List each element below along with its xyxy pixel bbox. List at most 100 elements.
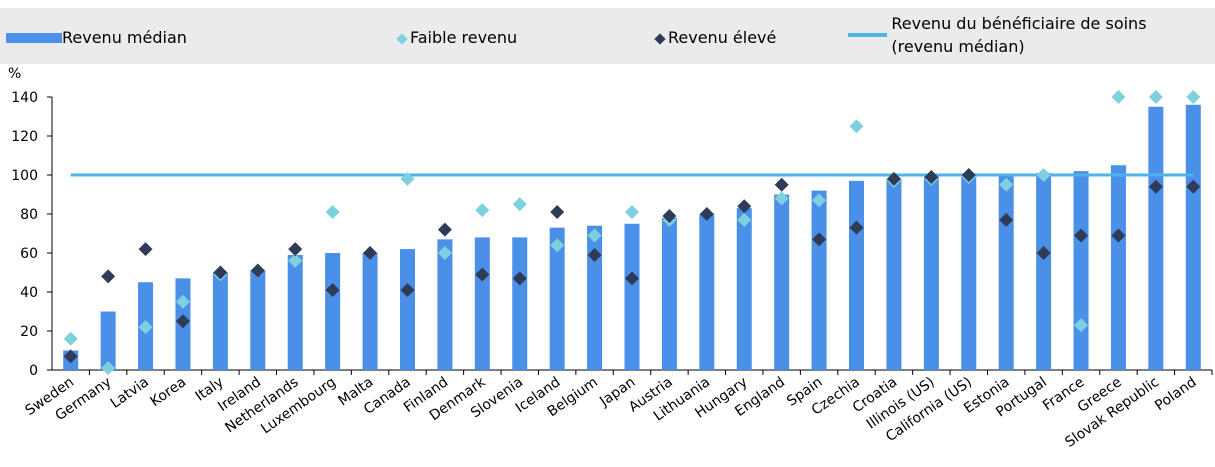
y-tick-label: 80 <box>20 207 38 223</box>
bar <box>287 254 303 370</box>
bar <box>774 194 790 370</box>
legend-label: Revenu médian <box>62 28 187 47</box>
bar <box>923 176 939 370</box>
legend-item: Revenu médian <box>6 28 187 47</box>
marker <box>101 361 116 376</box>
x-tick-label: Latvia <box>108 374 152 412</box>
marker <box>999 177 1014 192</box>
legend-item: Revenu du bénéficiaire de soins (revenu … <box>848 12 1168 58</box>
bar <box>549 227 565 370</box>
bar <box>886 178 902 370</box>
bar <box>811 190 827 370</box>
legend-item: Revenu élevé <box>654 28 777 47</box>
marker <box>961 168 976 182</box>
bar <box>512 237 528 370</box>
marker <box>512 271 527 286</box>
marker <box>288 253 303 268</box>
marker <box>101 269 116 284</box>
marker <box>63 331 78 346</box>
bar <box>399 249 415 370</box>
y-tick-label: 0 <box>29 363 38 379</box>
y-tick-label: 20 <box>20 324 38 340</box>
marker <box>1148 90 1163 104</box>
bar <box>1110 165 1126 370</box>
bar <box>624 223 640 370</box>
marker <box>1036 246 1051 260</box>
bar <box>100 311 116 370</box>
bar <box>661 217 677 370</box>
marker <box>1111 228 1126 243</box>
bar <box>961 176 977 370</box>
bar <box>1036 173 1052 370</box>
marker <box>288 242 303 257</box>
marker <box>1148 179 1163 194</box>
legend-swatch <box>848 33 888 37</box>
marker <box>737 212 752 227</box>
marker <box>400 283 415 298</box>
marker <box>175 294 190 309</box>
marker <box>774 177 789 192</box>
marker <box>1074 228 1089 243</box>
y-tick-label: 120 <box>11 129 38 145</box>
marker <box>737 199 752 214</box>
marker <box>550 238 565 253</box>
legend: Revenu médian Faible revenu Revenu élevé… <box>0 8 1215 64</box>
marker <box>213 265 228 280</box>
marker <box>849 119 864 134</box>
marker <box>138 242 153 257</box>
legend-label: Faible revenu <box>410 28 518 47</box>
legend-swatch <box>6 33 62 43</box>
y-tick-label: 140 <box>11 90 38 106</box>
marker <box>886 171 901 186</box>
bar <box>1148 106 1164 370</box>
marker <box>325 283 340 298</box>
marker <box>587 247 602 262</box>
bar <box>587 225 603 370</box>
marker <box>325 205 340 220</box>
bar <box>474 237 490 370</box>
bar <box>998 175 1014 370</box>
bar <box>437 239 453 370</box>
bar <box>212 272 228 370</box>
marker <box>250 263 265 278</box>
marker <box>1186 179 1201 194</box>
marker <box>63 349 78 364</box>
legend-label: Revenu du bénéficiaire de soins (revenu … <box>891 14 1147 56</box>
marker <box>175 314 190 329</box>
marker <box>1036 168 1051 182</box>
marker <box>999 212 1014 227</box>
marker <box>550 205 565 220</box>
marker <box>924 169 939 184</box>
bar <box>736 208 752 370</box>
y-tick-label: 100 <box>11 168 38 184</box>
bar <box>325 253 341 370</box>
marker <box>625 205 639 220</box>
bar <box>1073 171 1089 370</box>
bar <box>362 253 378 370</box>
marker <box>587 228 602 243</box>
y-tick-label: 60 <box>20 246 38 262</box>
marker <box>812 232 827 247</box>
marker <box>1186 90 1201 104</box>
legend-item: Faible revenu <box>396 28 518 47</box>
marker <box>774 191 789 206</box>
marker <box>625 271 639 286</box>
bar <box>699 214 715 370</box>
marker <box>475 203 490 218</box>
bar <box>849 180 865 370</box>
bar <box>1185 104 1201 371</box>
marker <box>1111 90 1126 104</box>
marker <box>363 246 378 260</box>
marker <box>849 220 864 235</box>
marker <box>400 171 415 186</box>
x-tick-label: Poland <box>1152 374 1199 414</box>
marker <box>1074 318 1089 333</box>
marker <box>662 208 677 223</box>
bar <box>250 270 266 370</box>
marker <box>475 267 490 282</box>
legend-label: Revenu élevé <box>668 28 777 47</box>
y-axis-label: % <box>8 66 21 82</box>
x-tick-label: Korea <box>148 374 190 410</box>
